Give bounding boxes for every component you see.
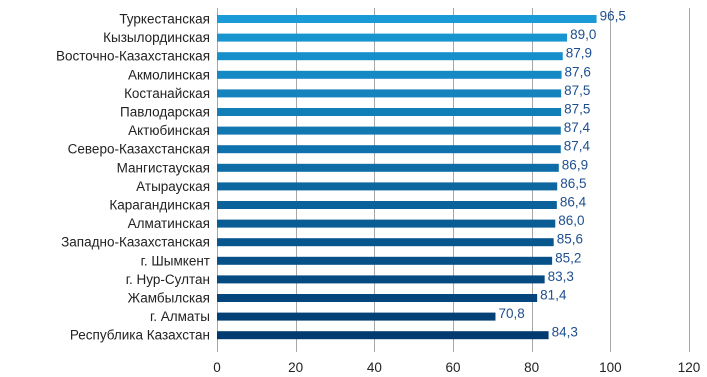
value-label: 87,5	[564, 83, 590, 98]
value-label: 87,5	[564, 102, 590, 117]
bar	[217, 70, 562, 79]
category-label: Алматинская	[128, 216, 210, 231]
category-label: Мангистауская	[117, 160, 210, 175]
category-label: Республика Казахстан	[70, 328, 210, 343]
bar	[217, 89, 562, 98]
category-label: г. Шымкент	[141, 253, 210, 268]
category-label: Жамбылская	[128, 291, 210, 306]
x-tick-label: 60	[445, 360, 460, 375]
value-label: 85,6	[557, 232, 583, 247]
bar	[217, 145, 561, 154]
bar	[217, 182, 558, 191]
value-label: 86,9	[562, 157, 588, 172]
category-label: Кызылординская	[103, 30, 210, 45]
x-tick-label: 20	[288, 360, 303, 375]
value-label: 86,4	[560, 195, 587, 210]
category-label: Актюбинская	[128, 123, 210, 138]
category-label: г. Алматы	[150, 309, 210, 324]
bar	[217, 33, 568, 42]
bar	[217, 256, 553, 265]
value-label: 86,0	[558, 213, 584, 228]
x-tick-label: 0	[213, 360, 221, 375]
x-tick-label: 80	[524, 360, 539, 375]
value-label: 96,5	[600, 9, 626, 24]
value-label: 86,5	[560, 176, 586, 191]
category-label: Павлодарская	[120, 105, 210, 120]
value-label: 85,2	[555, 250, 581, 265]
bar	[217, 238, 554, 247]
bar	[217, 52, 563, 61]
category-label: Костанайская	[124, 86, 210, 101]
category-label: Акмолинская	[128, 67, 210, 82]
category-label: Восточно-Казахстанская	[56, 49, 210, 64]
value-label: 89,0	[570, 27, 596, 42]
bar	[217, 275, 545, 284]
category-label: Западно-Казахстанская	[61, 235, 210, 250]
category-label: Атырауская	[136, 179, 210, 194]
bar	[217, 108, 562, 116]
bar	[217, 219, 556, 228]
x-tick-label: 120	[678, 360, 701, 375]
bar	[217, 331, 549, 340]
bar	[217, 163, 559, 172]
value-label: 87,6	[565, 64, 591, 79]
bar	[217, 126, 561, 135]
bar	[217, 294, 538, 302]
value-label: 87,4	[564, 120, 591, 135]
value-label: 84,3	[552, 325, 578, 340]
bar	[217, 201, 557, 209]
bar	[217, 312, 496, 321]
value-label: 83,3	[548, 269, 574, 284]
value-label: 87,4	[564, 139, 591, 154]
x-tick-label: 40	[367, 360, 382, 375]
value-label: 70,8	[498, 306, 524, 321]
bar	[217, 15, 597, 23]
category-label: г. Нур-Султан	[126, 272, 210, 287]
category-label: Туркестанская	[119, 12, 210, 27]
x-tick-label: 100	[599, 360, 622, 375]
category-label: Северо-Казахстанская	[68, 142, 210, 157]
value-label: 81,4	[540, 288, 567, 303]
category-label: Карагандинская	[109, 198, 210, 213]
value-label: 87,9	[566, 46, 592, 61]
